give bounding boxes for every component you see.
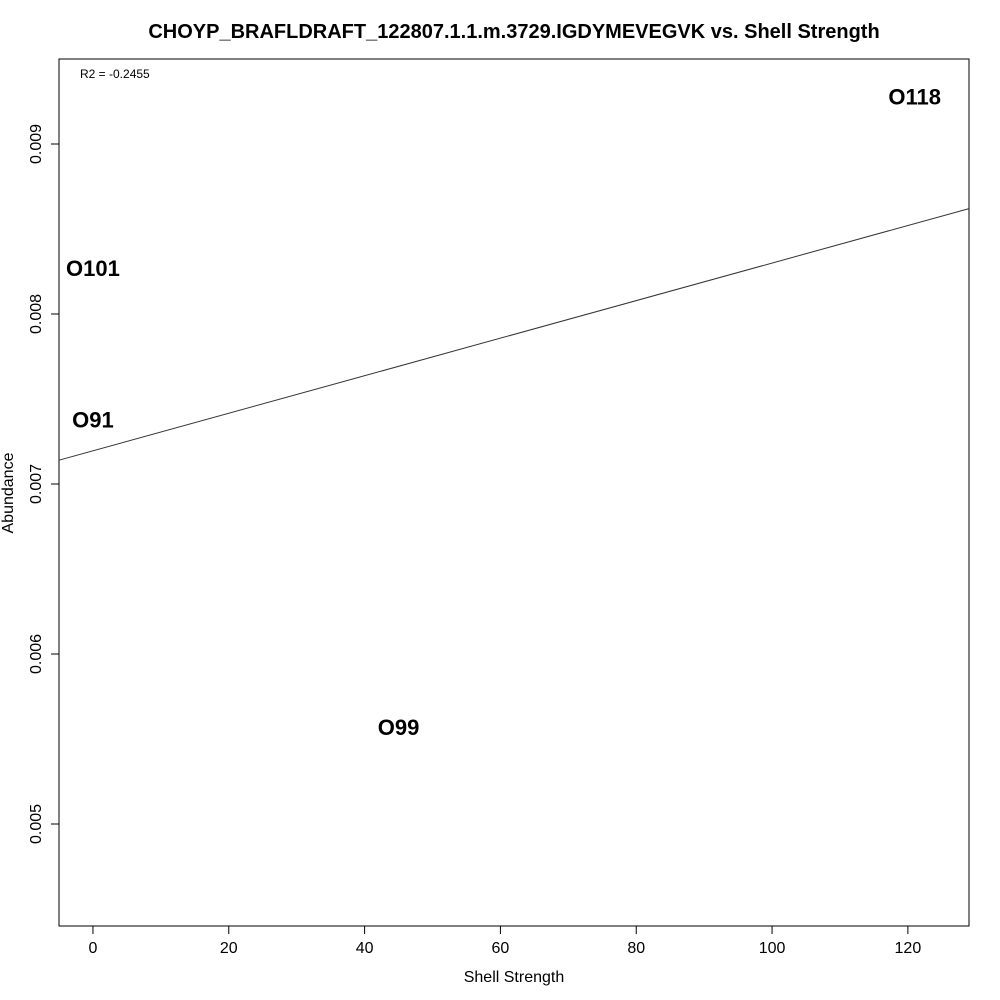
y-axis-label: Abundance xyxy=(0,452,17,533)
y-tick-label: 0.009 xyxy=(28,124,45,164)
regression-line xyxy=(58,208,970,461)
x-axis-label: Shell Strength xyxy=(464,969,565,986)
chart-title: CHOYP_BRAFLDRAFT_122807.1.1.m.3729.IGDYM… xyxy=(148,21,879,43)
point-label-o101: O101 xyxy=(66,256,120,281)
point-labels-group: O118 O101 O91 O99 xyxy=(66,84,941,740)
point-label-o118: O118 xyxy=(888,84,941,109)
point-label-o91: O91 xyxy=(72,407,114,432)
x-tick-label: 60 xyxy=(492,940,510,957)
x-tick-label: 40 xyxy=(356,940,374,957)
r2-annotation: R2 = -0.2455 xyxy=(80,67,150,81)
x-axis: 0 20 40 60 80 100 120 xyxy=(89,925,922,957)
regression-line-group xyxy=(58,208,970,461)
plot-frame xyxy=(58,58,970,927)
x-tick-label: 20 xyxy=(220,940,238,957)
y-tick-label: 0.007 xyxy=(28,464,45,504)
y-tick-label: 0.008 xyxy=(28,294,45,334)
y-tick-label: 0.005 xyxy=(28,804,45,844)
x-tick-label: 120 xyxy=(895,940,922,957)
x-tick-label: 100 xyxy=(759,940,786,957)
y-axis: 0.005 0.006 0.007 0.008 0.009 xyxy=(28,124,60,844)
y-tick-label: 0.006 xyxy=(28,634,45,674)
point-label-o99: O99 xyxy=(378,715,420,740)
x-tick-label: 0 xyxy=(89,940,98,957)
x-tick-label: 80 xyxy=(627,940,645,957)
